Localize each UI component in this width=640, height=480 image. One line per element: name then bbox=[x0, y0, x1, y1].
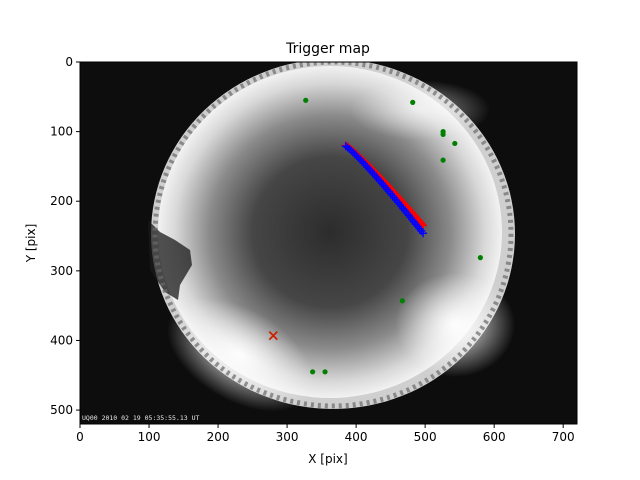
x-tick-label: 0 bbox=[76, 430, 84, 444]
trigger-point bbox=[352, 151, 361, 160]
plot-frame bbox=[79, 61, 578, 425]
scatter-point bbox=[452, 140, 458, 147]
x-tick-label: 400 bbox=[345, 430, 368, 444]
x-axis-label: X [pix] bbox=[308, 452, 347, 466]
trigger-point bbox=[363, 163, 372, 172]
trigger-point bbox=[354, 153, 363, 162]
x-tick-label: 100 bbox=[138, 430, 161, 444]
trigger-point bbox=[350, 150, 359, 159]
y-tick-label: 500 bbox=[50, 403, 73, 417]
y-axis-ticks: 0 100 200 300 400 500 bbox=[50, 55, 80, 417]
y-axis-label: Y [pix] bbox=[24, 224, 38, 264]
trigger-point bbox=[361, 161, 370, 170]
trigger-point bbox=[347, 146, 356, 155]
scatter-point bbox=[410, 99, 416, 105]
scatter-point bbox=[303, 97, 309, 103]
x-tick-label: 600 bbox=[483, 430, 506, 444]
trigger-point bbox=[356, 155, 365, 164]
scatter-point bbox=[440, 157, 446, 163]
x-marker-point bbox=[268, 330, 278, 341]
x-tick-label: 300 bbox=[276, 430, 299, 444]
y-tick-label: 300 bbox=[50, 264, 73, 278]
y-tick-label: 200 bbox=[50, 194, 73, 208]
x-tick-label: 200 bbox=[207, 430, 230, 444]
x-tick-label: 500 bbox=[414, 430, 437, 444]
sky-image: UQ00 2010 02 19 05:35:55.13 UT bbox=[80, 62, 577, 424]
scatter-point bbox=[440, 131, 446, 137]
scatter-point bbox=[477, 255, 483, 261]
trigger-point bbox=[348, 148, 357, 157]
scatter-point bbox=[399, 298, 405, 304]
y-tick-label: 0 bbox=[65, 55, 73, 69]
y-tick-label: 400 bbox=[50, 333, 73, 347]
trigger-point bbox=[419, 229, 428, 238]
scatter-point bbox=[322, 369, 328, 375]
trigger-point bbox=[359, 159, 368, 168]
markers-layer bbox=[268, 97, 483, 375]
timestamp-overlay: UQ00 2010 02 19 05:35:55.13 UT bbox=[82, 414, 199, 422]
trigger-point bbox=[357, 157, 366, 166]
x-axis-ticks: 0 100 200 300 400 500 600 700 bbox=[76, 424, 575, 444]
y-tick-label: 100 bbox=[50, 125, 73, 139]
scatter-point bbox=[310, 369, 316, 375]
chart-title: Trigger map bbox=[285, 41, 370, 57]
x-tick-label: 700 bbox=[552, 430, 575, 444]
